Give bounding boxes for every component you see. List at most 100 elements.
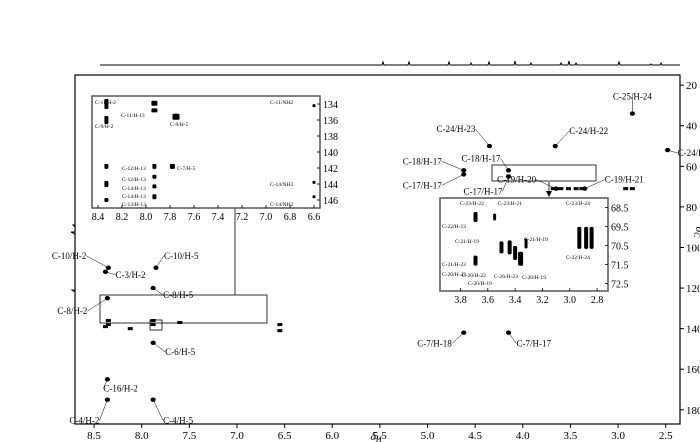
peak-leader-line: [502, 176, 509, 192]
correlation-label: C-10/H-2: [52, 251, 87, 261]
x-tick-label: 4.5: [468, 430, 482, 442]
correlation-label: C-17/H-17: [403, 180, 442, 190]
inset-peak: [513, 246, 518, 261]
correlation-peak: [558, 187, 564, 191]
inset-y-tick-label: 144: [323, 180, 338, 191]
inset-x-tick-label: 7.8: [164, 212, 177, 223]
inset-x-tick-label: 8.0: [140, 212, 153, 223]
correlation-peak: [105, 323, 111, 327]
inset-peak: [499, 241, 504, 254]
inset-peak: [312, 180, 316, 184]
inset-aliphatic: 3.8 3.6 3.4 3.2 3.0 2.8 68.5 69.5 70.5 71.5 72.5 C…: [439, 197, 629, 306]
aromatic-selection-box: [99, 294, 268, 324]
x-tick-label: 7.0: [230, 430, 244, 442]
inset-peak: [473, 211, 478, 222]
x-tick-label: 2.5: [659, 430, 673, 442]
y-tick-label: 100: [686, 242, 700, 254]
peak-leader-line: [86, 255, 109, 268]
inset-peak-label: C-20/H-19: [522, 275, 546, 281]
inset-peak: [312, 104, 316, 108]
inset-x-tick-label: 7.0: [260, 212, 273, 223]
inset-y-tick-label: 68.5: [611, 203, 629, 214]
inset-peak-label: C-14/H-13: [122, 194, 146, 200]
inset-x-tick-label: 7.2: [236, 212, 249, 223]
inset-peak-label: C-9/H-5: [170, 122, 189, 128]
correlation-label: C-4/H-5: [163, 416, 193, 426]
inset-peak: [473, 255, 478, 266]
y-tick-label: 60: [686, 161, 698, 173]
peak-leader-line: [103, 379, 108, 389]
inset-peak-label: C-11/H-13: [121, 113, 145, 119]
y-axis-title: δC: [692, 227, 700, 239]
peak-leader-line: [500, 158, 509, 171]
correlation-label: C-19/H-21: [605, 175, 644, 185]
inset-peak: [151, 100, 158, 106]
peak-leader-line: [99, 399, 108, 421]
inset-peak-label: C-21/H-19: [455, 239, 479, 245]
inset-peak-label: C-14/NH2: [270, 202, 293, 208]
inset-peak-label: C-14/H-13: [122, 186, 146, 192]
inset-y-tick-label: 146: [323, 196, 338, 207]
inset-peak: [589, 226, 594, 249]
y-tick-label: 180: [686, 405, 700, 417]
inset-peak-label: C-20/H-19: [468, 281, 492, 287]
correlation-label: C-18/H-17: [403, 156, 442, 166]
inset-peak: [152, 184, 157, 189]
x-tick-label: 4.0: [516, 430, 530, 442]
c6-box: [149, 319, 163, 331]
peak-leader-line: [152, 399, 164, 421]
x-tick-label: 3.0: [611, 430, 625, 442]
peak-leader-line: [441, 161, 464, 171]
inset-peak-label: C-13/H-13: [122, 202, 146, 208]
proton-projection-trace: [100, 60, 680, 66]
y-tick-label: 120: [686, 283, 700, 295]
inset-x-tick-label: 2.8: [591, 295, 604, 306]
inset-x-tick-label: 7.6: [188, 212, 201, 223]
correlation-label: C-8/H-2: [57, 306, 87, 316]
inset-x-tick-label: 7.4: [212, 212, 225, 223]
inset-peak-label: C-20/H-23: [442, 272, 466, 278]
correlation-label: C-24/H-25: [678, 148, 700, 158]
correlation-label: C-6/H-5: [165, 347, 195, 357]
inset-peak: [151, 108, 158, 113]
correlation-peak: [550, 187, 556, 191]
inset-x-tick-label: 8.4: [92, 212, 105, 223]
inset-y-tick-label: 72.5: [611, 279, 629, 290]
inset-y-tick-label: 134: [323, 100, 338, 111]
correlation-label: C-16/H-2: [103, 383, 138, 393]
inset-peak: [172, 113, 180, 120]
inset-x-tick-label: 3.0: [564, 295, 577, 306]
x-tick-label: 8.0: [135, 430, 149, 442]
inset-peak: [152, 194, 157, 200]
correlation-label: C-25/H-24: [613, 92, 652, 102]
correlation-peak: [105, 319, 111, 323]
inset-peak: [104, 181, 109, 187]
y-tick-label: 160: [686, 364, 700, 376]
inset-x-tick-label: 3.6: [482, 295, 495, 306]
aliphatic-selection-box: [491, 164, 597, 182]
peak-leader-line: [155, 255, 165, 268]
correlation-peak: [150, 323, 156, 327]
x-tick-label: 7.5: [182, 430, 196, 442]
peak-leader-line: [87, 297, 108, 312]
correlation-peak: [150, 397, 156, 402]
correlation-peak: [102, 325, 108, 329]
inset-x-tick-label: 3.2: [536, 295, 549, 306]
inset-peak-label: C-21/H-23: [442, 262, 466, 268]
peak-leader-line: [105, 271, 116, 276]
inset-y-tick-label: 140: [323, 148, 338, 159]
correlation-label: C-18/H-17: [462, 153, 501, 163]
inset-aromatic: 8.4 8.2 8.0 7.8 7.6 7.4 7.2 7.0 6.8 6.6 134 136 138 1…: [91, 95, 338, 223]
correlation-peak: [579, 187, 585, 191]
correlation-label: C-17/H-17: [464, 186, 503, 196]
inset-peak-label: C-11/H-2: [95, 100, 116, 106]
inset-peak-label: C-11/NH2: [270, 100, 293, 106]
peak-leader-line: [508, 332, 517, 344]
peak-leader-line: [475, 128, 490, 147]
peak-leader-line: [667, 149, 678, 154]
correlation-peak: [150, 319, 156, 323]
inset-peak-label: C-12/H-13: [122, 177, 146, 183]
inset-peak: [312, 195, 316, 199]
peak-leader-line: [584, 179, 605, 189]
